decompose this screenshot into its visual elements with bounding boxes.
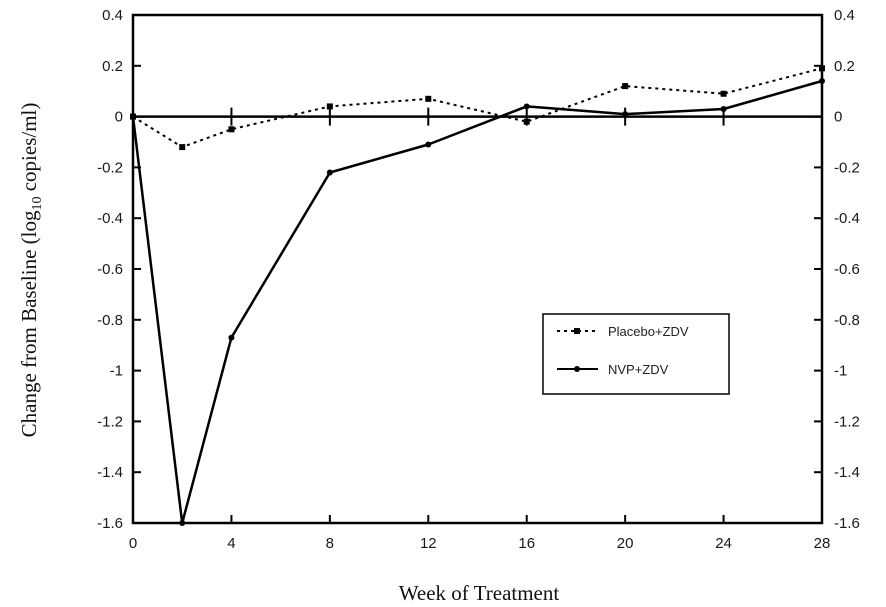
y-tick-label-right: -0.8: [834, 312, 860, 329]
x-tick-label: 20: [617, 535, 634, 552]
legend-label-nvp: NVP+ZDV: [608, 362, 669, 377]
y-tick-label-right: -0.2: [834, 159, 860, 176]
data-point-placebo-zdv: [819, 65, 825, 72]
y-axis-title-subscript: 10: [30, 197, 45, 211]
data-point-nvp-zdv: [326, 169, 333, 176]
y-axis-title-tail: copies/ml): [17, 103, 41, 197]
y-tick-labels-right: 0.4 0.2 0 -0.2 -0.4 -0.6 -0.8 -1 -1.2 -1.4 -1.6: [834, 7, 860, 532]
tick-marks: [132, 14, 823, 524]
y-tick-label-left: -0.8: [97, 312, 123, 329]
x-axis-title: Week of Treatment: [399, 581, 560, 605]
data-point-nvp-zdv: [179, 520, 186, 526]
x-tick-label: 12: [420, 535, 437, 552]
series-line-placebo-zdv: [132, 67, 823, 149]
y-tick-labels-left: 0.4 0.2 0 -0.2 -0.4 -0.6 -0.8 -1 -1.2 -1.4 -1.6: [97, 7, 123, 532]
y-tick-label-left: -0.2: [97, 159, 123, 176]
y-tick-label-left: 0.2: [102, 58, 123, 75]
series-layer: [130, 65, 825, 526]
x-tick-label: 28: [814, 535, 831, 552]
y-tick-label-right: -1.4: [834, 464, 860, 481]
y-tick-label-right: 0: [834, 109, 842, 126]
y-tick-label-right: -0.4: [834, 210, 860, 227]
data-point-placebo-zdv: [179, 144, 186, 151]
data-point-placebo-zdv: [228, 126, 235, 133]
series-line-nvp-zdv: [131, 79, 823, 525]
data-point-nvp-zdv: [425, 141, 432, 148]
y-tick-label-left: -1.4: [97, 464, 123, 481]
y-tick-label-right: 0.2: [834, 58, 855, 75]
x-tick-label: 8: [326, 535, 334, 552]
plot-frame: [131, 13, 824, 525]
y-tick-label-right: -1.6: [834, 515, 860, 532]
data-point-placebo-zdv: [326, 103, 333, 110]
y-tick-label-left: 0: [115, 109, 123, 126]
data-point-nvp-zdv: [228, 334, 235, 341]
data-point-nvp-zdv: [523, 103, 530, 110]
data-point-nvp-zdv: [130, 113, 136, 120]
data-point-nvp-zdv: [819, 78, 825, 85]
legend-label-placebo: Placebo+ZDV: [608, 324, 689, 339]
legend-marker-nvp: [574, 366, 580, 372]
data-point-placebo-zdv: [622, 83, 629, 90]
y-tick-label-left: 0.4: [102, 7, 123, 24]
legend-marker-placebo: [574, 328, 580, 334]
plot-axes: [131, 13, 824, 525]
y-tick-label-left: -0.4: [97, 210, 123, 227]
legend: Placebo+ZDV NVP+ZDV: [542, 313, 730, 395]
y-tick-label-right: -0.6: [834, 261, 860, 278]
y-tick-label-right: -1: [834, 363, 847, 380]
y-tick-label-right: 0.4: [834, 7, 855, 24]
y-axis-title-main: Change from Baseline (log: [17, 210, 41, 437]
legend-box: [542, 313, 730, 395]
y-axis-title: Change from Baseline (log10 copies/ml): [17, 103, 45, 438]
x-tick-label: 4: [227, 535, 235, 552]
y-tick-label-left: -1: [110, 363, 123, 380]
x-tick-label: 24: [715, 535, 732, 552]
data-point-placebo-zdv: [523, 118, 530, 125]
y-tick-label-right: -1.2: [834, 413, 860, 430]
x-tick-labels: 0 4 8 12 16 20 24 28: [129, 535, 831, 552]
x-tick-label: 16: [518, 535, 535, 552]
data-point-nvp-zdv: [720, 105, 727, 112]
y-tick-label-left: -1.6: [97, 515, 123, 532]
y-tick-label-left: -1.2: [97, 413, 123, 430]
x-tick-label: 0: [129, 535, 137, 552]
y-tick-label-left: -0.6: [97, 261, 123, 278]
data-point-nvp-zdv: [622, 111, 629, 118]
data-point-placebo-zdv: [720, 90, 727, 97]
data-point-placebo-zdv: [425, 95, 432, 102]
